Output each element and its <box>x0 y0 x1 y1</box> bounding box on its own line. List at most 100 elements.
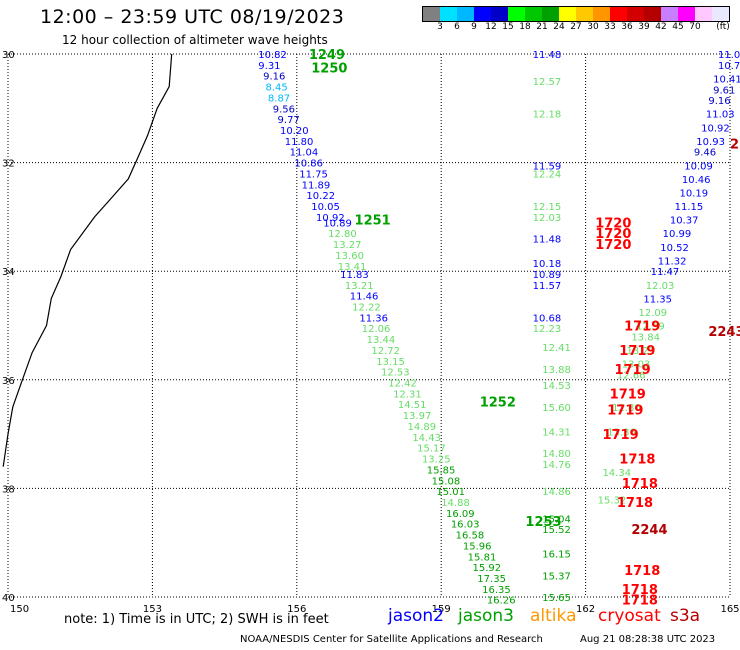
swh-value: 10.89 <box>323 218 352 229</box>
color-scale-labels: 3 6 9 12 15 18 21 24 27 30 33 36 39 42 45 70 (ft) <box>422 22 740 34</box>
lat-tick-label: 30 <box>2 50 15 61</box>
swh-value: 8.45 <box>266 83 288 94</box>
swh-value: 12.03 <box>646 281 675 292</box>
swh-value: 16.09 <box>446 509 475 520</box>
swh-value: 15.52 <box>542 525 571 536</box>
generated-timestamp: Aug 21 08:28:38 UTC 2023 <box>580 634 716 645</box>
swh-value: 10.86 <box>294 159 323 170</box>
swh-value: 9.46 <box>694 148 716 159</box>
swh-value: 10.19 <box>679 188 708 199</box>
swh-value: 13.03 <box>622 360 651 371</box>
swh-value: 15.37 <box>542 571 571 582</box>
swh-value: 11.03 <box>706 110 735 121</box>
lat-tick-label: 38 <box>2 484 15 495</box>
lat-tick-label: 32 <box>2 159 15 170</box>
legend-jason3: jason3 <box>458 606 514 626</box>
swh-value: 11.32 <box>658 256 687 267</box>
swh-value: 10.20 <box>280 126 309 137</box>
footer-note: note: 1) Time is in UTC; 2) SWH is in fe… <box>64 612 329 627</box>
track-number: 1720 <box>595 238 631 253</box>
swh-value: 12.57 <box>533 77 562 88</box>
map-title: 12:00 – 23:59 UTC 08/19/2023 <box>40 6 345 28</box>
legend-s3a: s3a <box>670 606 701 626</box>
swh-value: 17.35 <box>477 574 506 585</box>
color-scale-bar <box>422 6 730 22</box>
swh-value: 9.31 <box>258 61 280 72</box>
color-swatch <box>559 7 576 21</box>
track-number: 2244 <box>631 523 667 538</box>
swh-value: 11.48 <box>533 235 562 246</box>
lat-tick-label: 40 <box>2 593 15 604</box>
swh-value: 10.92 <box>701 123 730 134</box>
color-swatch <box>576 7 593 21</box>
swh-value: 10.52 <box>660 243 689 254</box>
lon-tick-label: 153 <box>143 604 162 615</box>
color-scale-tick: 27 <box>570 22 582 32</box>
swh-value: 8.87 <box>268 93 290 104</box>
legend-cryosat: cryosat <box>598 606 661 626</box>
swh-value: 10.89 <box>533 270 562 281</box>
track-number: 1249 <box>309 48 345 63</box>
swh-value: 16.35 <box>482 585 511 596</box>
swh-value: 11.15 <box>675 202 704 213</box>
swh-value: 11.83 <box>340 270 369 281</box>
swh-value: 9.56 <box>273 104 295 115</box>
track-number: 1253 <box>525 515 561 530</box>
color-swatch <box>678 7 695 21</box>
swh-value: 13.27 <box>333 240 362 251</box>
swh-value: 15.92 <box>472 563 501 574</box>
swh-value: 9.16 <box>708 96 730 107</box>
swh-value: 14.89 <box>408 422 437 433</box>
swh-value: 11.36 <box>359 313 388 324</box>
swh-value: 11.47 <box>651 267 680 278</box>
color-scale-tick: 36 <box>621 22 633 32</box>
track-number: 1718 <box>624 564 660 579</box>
swh-value: 10.09 <box>684 161 713 172</box>
swh-value: 13.21 <box>345 281 374 292</box>
color-swatch <box>627 7 644 21</box>
swh-value: 11.75 <box>299 169 328 180</box>
lon-tick-label: 159 <box>432 604 451 615</box>
swh-value: 14.31 <box>542 427 571 438</box>
color-scale-tick: 21 <box>536 22 548 32</box>
swh-value: 16.03 <box>451 520 480 531</box>
swh-value: 12.59 <box>636 322 665 333</box>
swh-value: 14.43 <box>412 433 441 444</box>
swh-value: 13.41 <box>338 262 367 273</box>
track-number: 1719 <box>610 387 646 402</box>
swh-value: 10.92 <box>316 213 345 224</box>
swh-value: 11.48 <box>533 50 562 61</box>
legend-altika: altika <box>530 606 577 626</box>
swh-value: 10.05 <box>311 202 340 213</box>
swh-value: 15.65 <box>542 593 571 604</box>
swh-value: 10.41 <box>713 74 740 85</box>
swh-value: 11.46 <box>350 292 379 303</box>
color-scale-tick: 9 <box>471 22 477 32</box>
swh-value: 16.15 <box>542 550 571 561</box>
color-scale-tick: 18 <box>519 22 531 32</box>
color-swatch <box>593 7 610 21</box>
swh-value: 14.53 <box>542 381 571 392</box>
color-scale-tick: 70 <box>689 22 701 32</box>
swh-value: 10.22 <box>306 191 335 202</box>
swh-value: 10.99 <box>663 229 692 240</box>
swh-value: 15.01 <box>436 487 465 498</box>
swh-value: 10.68 <box>533 313 562 324</box>
lon-tick-label: 162 <box>576 604 595 615</box>
swh-value: 14.51 <box>398 400 427 411</box>
color-scale-tick: 30 <box>587 22 599 32</box>
swh-value: 10.93 <box>696 137 725 148</box>
swh-value: 9.77 <box>278 115 300 126</box>
swh-value: 11.35 <box>643 294 672 305</box>
track-number: 1719 <box>607 404 643 419</box>
swh-value: 15.08 <box>432 476 461 487</box>
swh-value: 13.88 <box>542 365 571 376</box>
swh-value: 14.80 <box>542 449 571 460</box>
swh-value: 13.25 <box>422 455 451 466</box>
swh-value: 15.85 <box>427 465 456 476</box>
swh-value: 11.59 <box>533 161 562 172</box>
credit-line: NOAA/NESDIS Center for Satellite Applica… <box>240 634 543 645</box>
swh-value: 12.23 <box>533 324 562 335</box>
swh-value: 12.72 <box>371 346 400 357</box>
track-number: 1250 <box>311 62 347 77</box>
